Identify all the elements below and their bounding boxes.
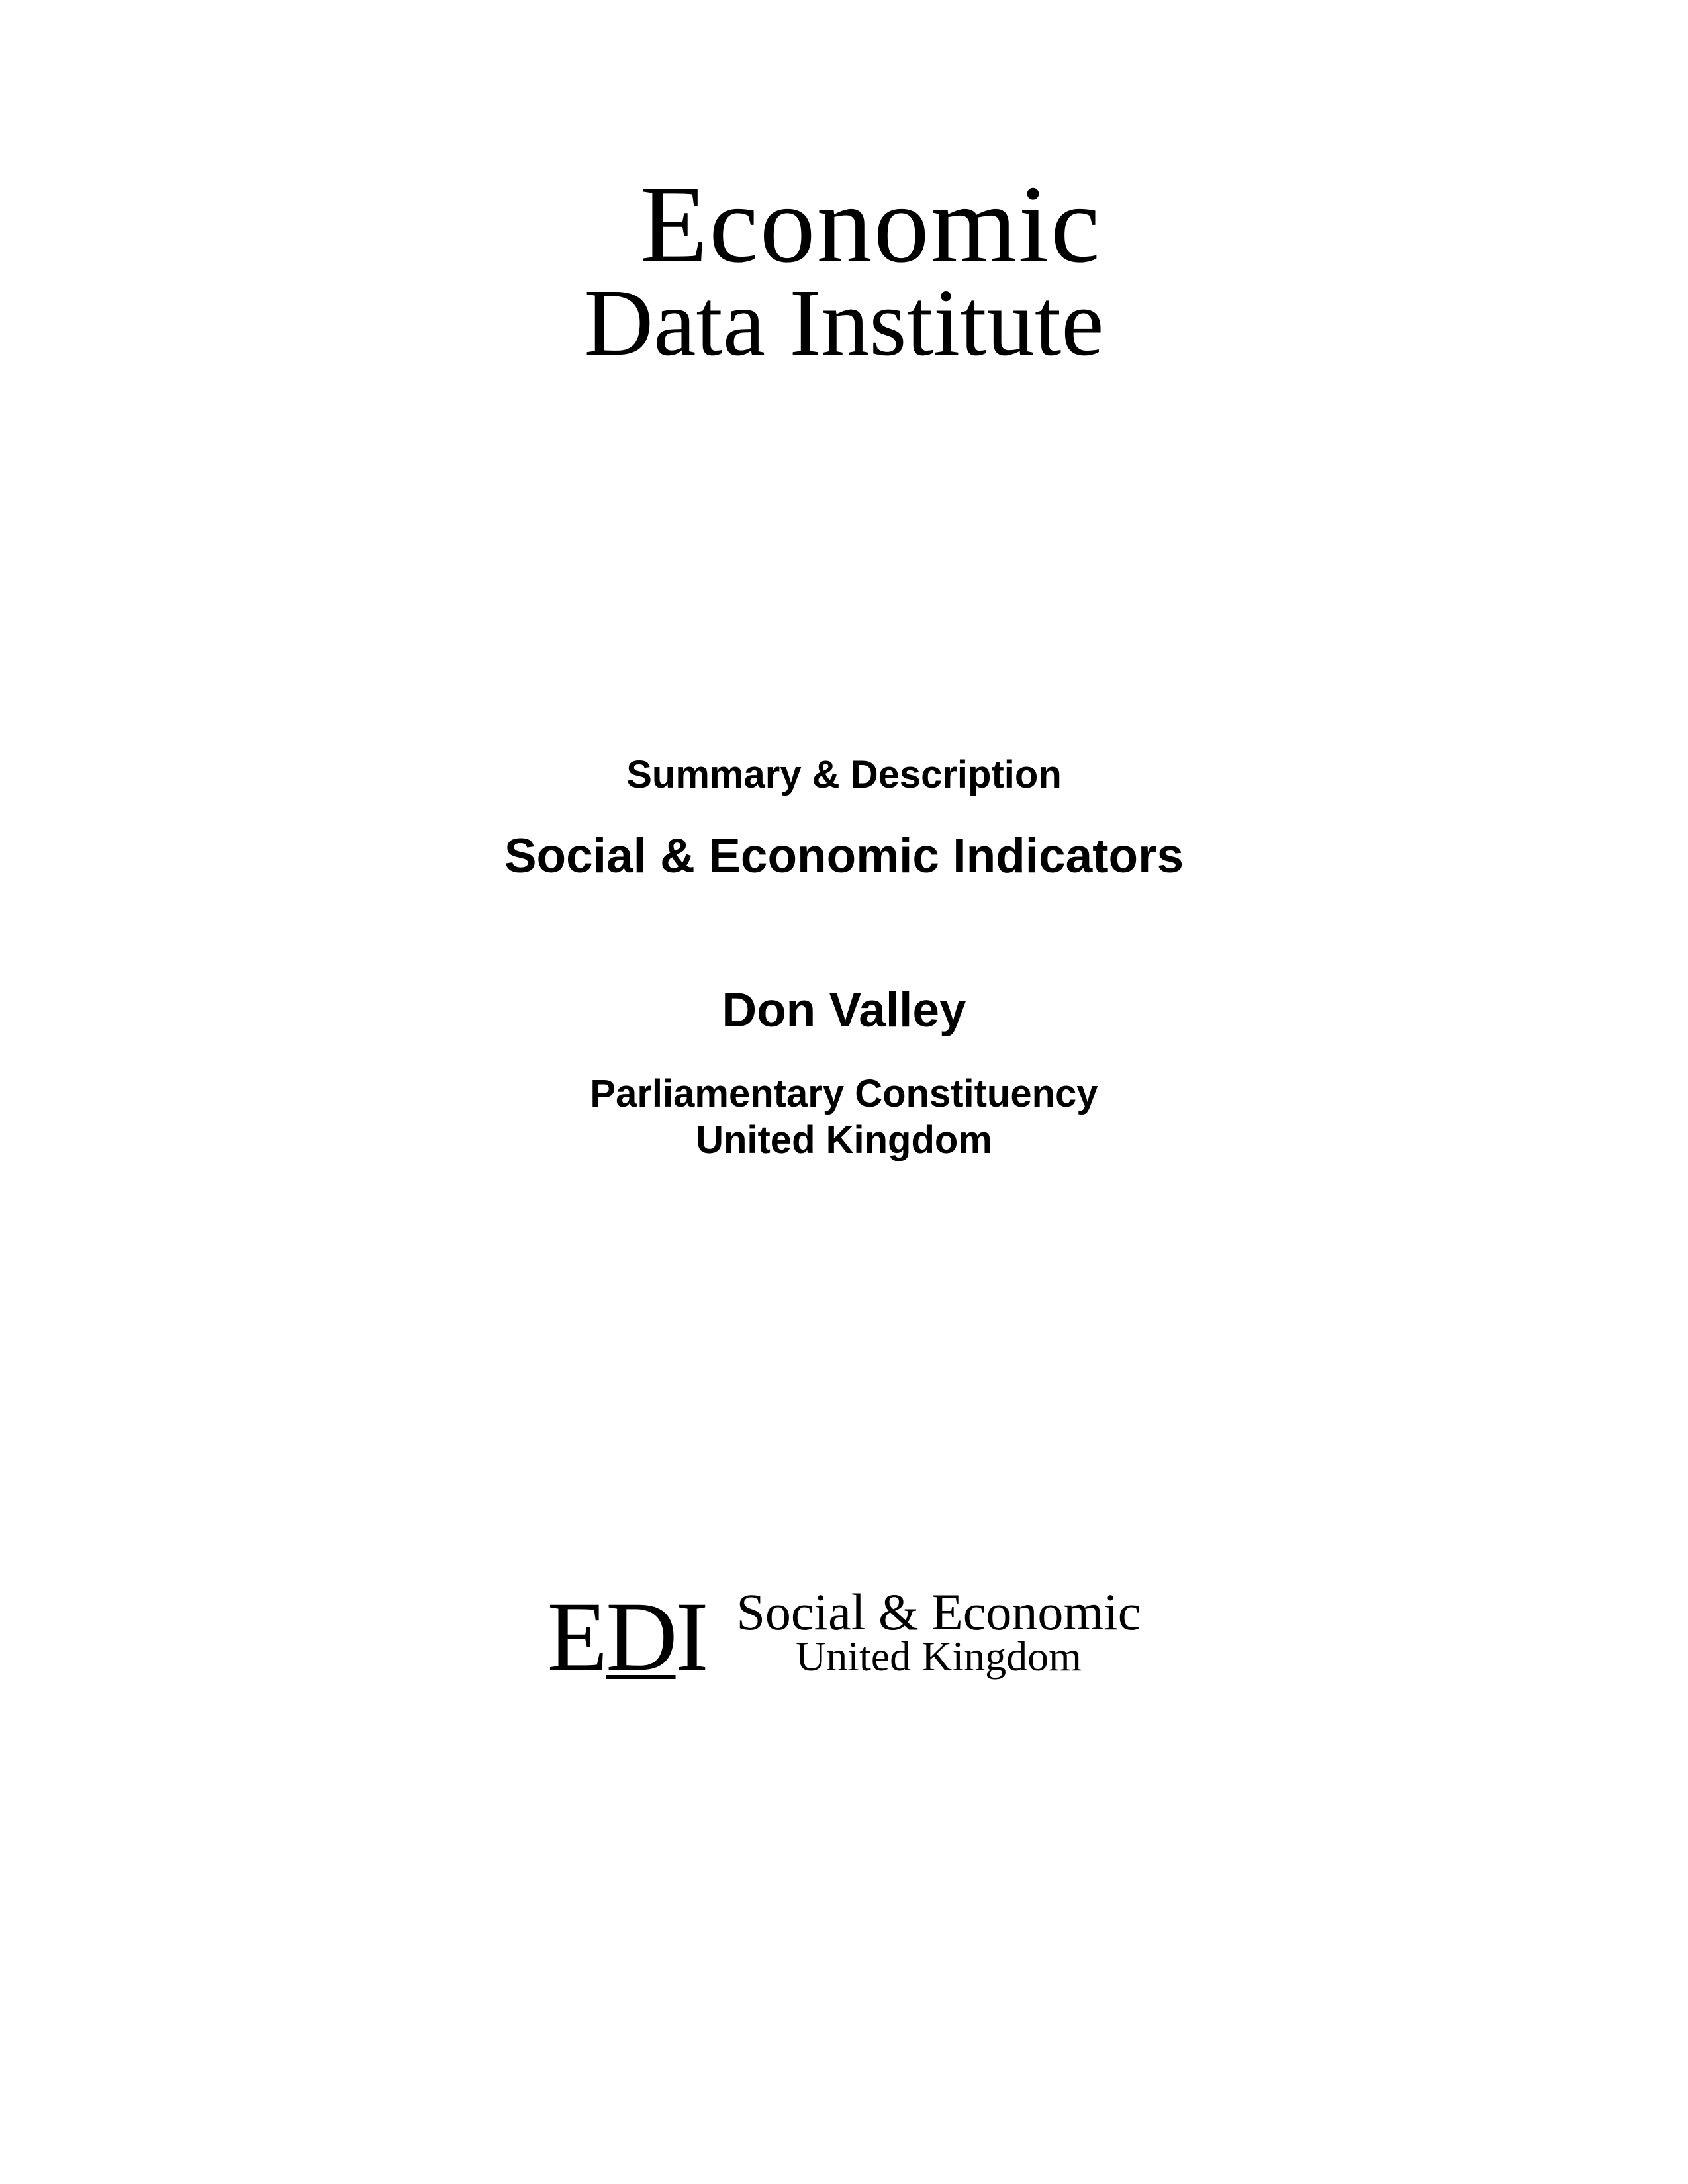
- footer-text-line1: Social & Economic: [737, 1588, 1141, 1637]
- subtitle-constituency: Parliamentary Constituency: [504, 1071, 1184, 1117]
- indicators-title: Social & Economic Indicators: [504, 829, 1184, 884]
- footer-text: Social & Economic United Kingdom: [737, 1588, 1141, 1685]
- header-logo-line1: Economic: [637, 172, 1103, 278]
- footer-text-line2: United Kingdom: [737, 1637, 1141, 1677]
- footer-abbrev-e: E: [547, 1582, 606, 1692]
- summary-description: Summary & Description: [504, 752, 1184, 797]
- header-logo: Economic Data Institute: [584, 172, 1103, 369]
- content-section: Summary & Description Social & Economic …: [504, 752, 1184, 1163]
- subtitle-country: United Kingdom: [504, 1117, 1184, 1163]
- footer-abbrev-d: D: [606, 1582, 675, 1692]
- header-logo-line2: Data Institute: [584, 278, 1103, 369]
- footer-logo: EDI Social & Economic United Kingdom: [547, 1587, 1141, 1686]
- footer-abbrev: EDI: [547, 1587, 707, 1686]
- document-page: Economic Data Institute Summary & Descri…: [0, 0, 1688, 2184]
- region-name: Don Valley: [504, 983, 1184, 1038]
- footer-abbrev-i: I: [676, 1582, 707, 1692]
